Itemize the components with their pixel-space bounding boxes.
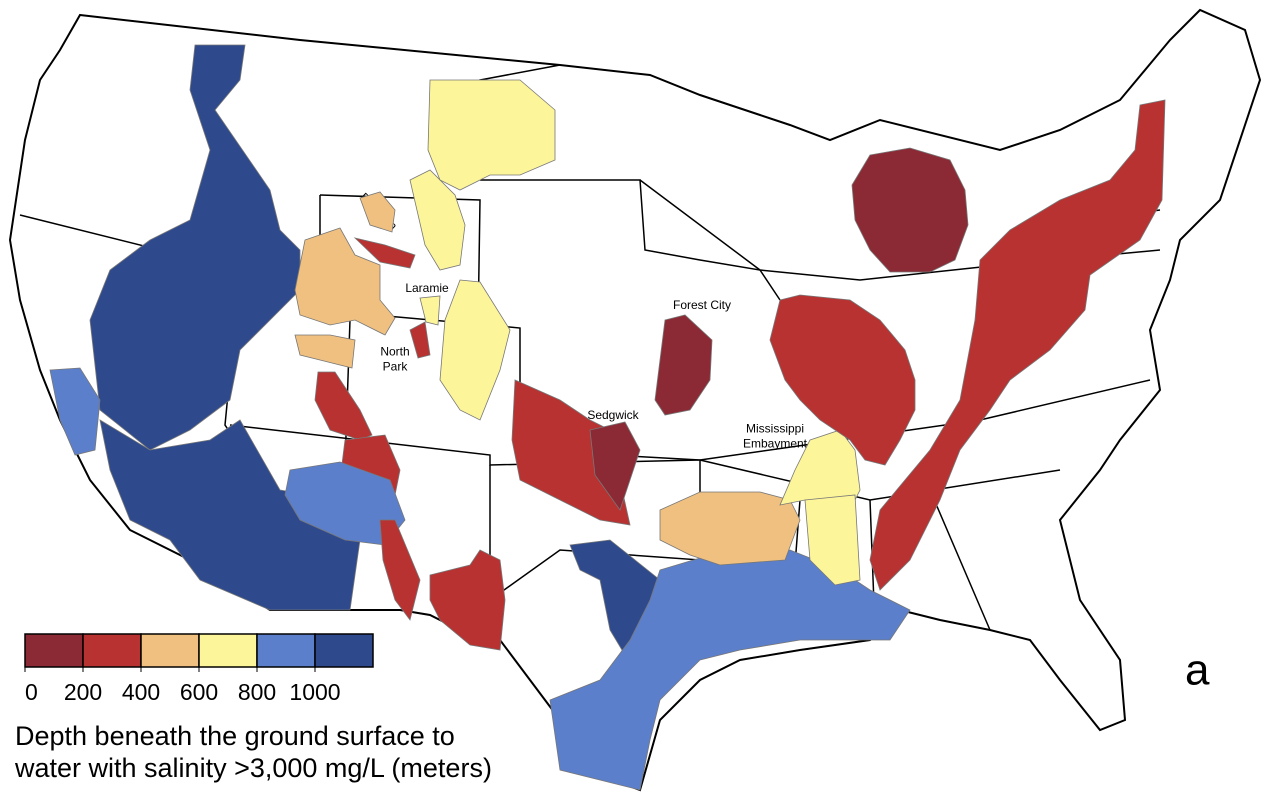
basin [439, 279, 511, 421]
basin [409, 169, 466, 271]
basin-label: Embayment [743, 437, 808, 451]
legend-tick-label: 600 [180, 679, 218, 705]
basin [429, 549, 506, 651]
legend-swatch [256, 633, 316, 668]
basin [99, 419, 361, 611]
basin-label: Mississippi [746, 422, 804, 436]
basin-label: Park [383, 360, 409, 374]
caption-line: Depth beneath the ground surface to [15, 721, 455, 751]
legend: 0 200 400 600 800 1000 [24, 633, 374, 705]
basin [294, 227, 396, 336]
basin [427, 79, 556, 191]
legend-tick-label: 0 [25, 679, 38, 705]
basin [804, 494, 861, 586]
basin [89, 44, 301, 451]
legend-swatch [198, 633, 258, 668]
basin [654, 314, 713, 416]
basin [589, 421, 641, 511]
basin [659, 491, 801, 566]
basin [769, 294, 916, 466]
panel-label: a [1185, 646, 1210, 695]
legend-swatch [140, 633, 200, 668]
legend-swatch [24, 633, 84, 668]
legend-tick-label: 1000 [289, 679, 340, 705]
legend-tick-label: 800 [238, 679, 276, 705]
basin [869, 99, 1166, 591]
basin-label: Laramie [405, 281, 449, 295]
basin [851, 147, 969, 273]
basin [511, 379, 631, 526]
basins: AntlerForelandBasin andRangeSan JoaquinG… [49, 44, 1166, 791]
basin-label: North [380, 345, 409, 359]
caption-line: water with salinity >3,000 mg/L (meters) [14, 753, 492, 783]
legend-swatch [314, 633, 374, 668]
basin [419, 295, 441, 326]
legend-tick-label: 400 [122, 679, 160, 705]
basin [379, 519, 421, 621]
basin [49, 367, 101, 456]
legend-swatch [82, 633, 142, 668]
basin [353, 237, 416, 269]
legend-tick-label: 200 [64, 679, 102, 705]
basin [409, 321, 431, 359]
basin [359, 191, 396, 233]
basin [294, 334, 356, 369]
basin-label: Forest City [673, 298, 731, 312]
basin-label: Sedgwick [587, 408, 639, 422]
